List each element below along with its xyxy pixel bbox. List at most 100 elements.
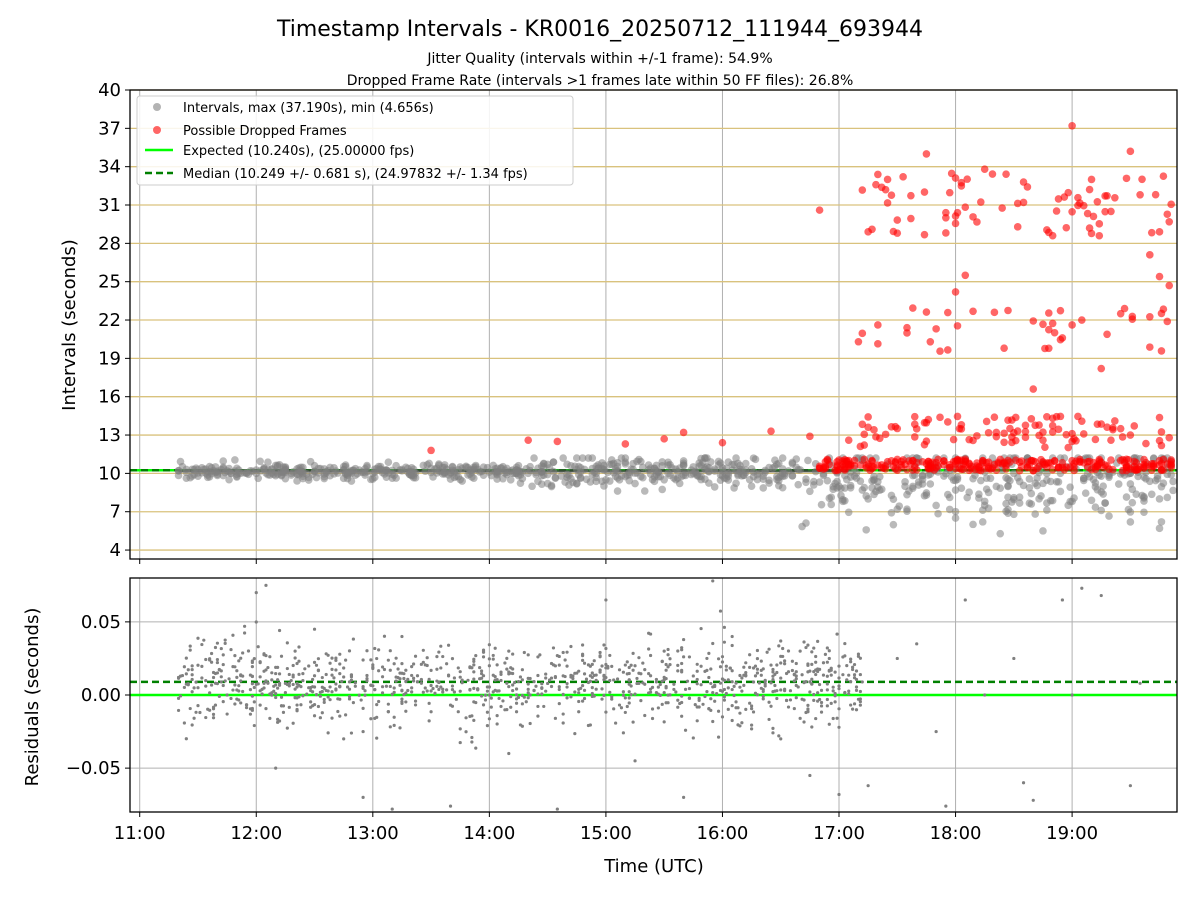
residual-point	[915, 642, 919, 646]
residual-point	[250, 674, 254, 678]
residual-point	[849, 660, 853, 664]
residual-point	[816, 691, 820, 695]
residual-point	[377, 699, 381, 704]
residual-point	[1012, 656, 1016, 661]
residual-point	[184, 682, 188, 686]
residual-point	[505, 667, 509, 671]
residual-point	[604, 662, 608, 667]
residual-point	[338, 671, 342, 676]
residual-point	[188, 644, 192, 648]
residual-point	[827, 722, 831, 726]
residual-point	[722, 698, 727, 702]
residual-point	[557, 654, 561, 659]
interval-point	[992, 482, 1001, 491]
residual-point	[299, 685, 303, 689]
residual-point	[790, 659, 794, 663]
dropped-frame-point	[926, 337, 935, 346]
interval-point	[1043, 506, 1051, 514]
interval-point	[534, 477, 542, 486]
dropped-frame-point	[961, 271, 970, 280]
residual-point	[641, 681, 645, 685]
interval-point	[1025, 475, 1034, 483]
residual-point	[695, 669, 699, 673]
residual-point	[511, 683, 515, 687]
residual-point	[516, 695, 521, 700]
residual-point	[223, 638, 227, 642]
residual-point	[524, 700, 528, 704]
residual-point	[691, 736, 695, 740]
residual-point	[347, 694, 352, 699]
residual-point	[425, 689, 429, 693]
interval-point	[557, 472, 566, 480]
residual-point	[377, 669, 381, 673]
interval-point	[320, 474, 329, 483]
residual-point	[514, 693, 519, 697]
interval-point	[514, 461, 523, 470]
bottom-x-tick-label: 18:00	[930, 823, 982, 844]
residual-point	[656, 685, 660, 689]
residual-point	[388, 725, 392, 729]
residual-point	[643, 713, 647, 718]
residual-point	[196, 636, 200, 640]
residual-point	[1070, 693, 1074, 697]
interval-point	[846, 473, 855, 481]
interval-point	[852, 469, 861, 477]
residual-point	[666, 653, 670, 657]
interval-point	[528, 482, 536, 491]
dropped-frame-point	[984, 428, 993, 437]
residual-point	[316, 668, 321, 672]
interval-point	[660, 475, 668, 484]
residual-point	[277, 628, 282, 633]
dropped-frame-point	[1124, 455, 1133, 464]
residual-point	[474, 746, 478, 750]
residual-point	[252, 657, 256, 661]
dropped-frame-point	[940, 461, 948, 469]
residual-point	[647, 631, 651, 635]
residual-point	[532, 679, 536, 684]
residual-point	[274, 766, 278, 770]
residual-point	[711, 719, 715, 724]
residual-point	[491, 653, 495, 658]
residual-point	[557, 702, 561, 706]
interval-point	[516, 479, 525, 487]
dropped-frame-point	[910, 433, 919, 441]
chart-title: Timestamp Intervals - KR0016_20250712_11…	[276, 17, 923, 42]
residual-point	[767, 717, 771, 722]
interval-point	[741, 459, 750, 468]
residual-point	[895, 656, 899, 661]
residual-point	[404, 709, 408, 713]
residual-point	[314, 663, 319, 667]
residual-point	[825, 660, 829, 664]
dropped-frame-point	[1068, 321, 1076, 329]
residual-point	[419, 662, 423, 666]
residual-point	[837, 676, 841, 680]
legend: Intervals, max (37.190s), min (4.656s) P…	[136, 95, 574, 186]
interval-point	[543, 470, 552, 479]
residual-point	[718, 681, 723, 685]
residual-point	[301, 671, 305, 676]
residual-point	[561, 721, 565, 725]
residual-point	[239, 673, 243, 677]
residual-point	[612, 678, 616, 682]
residual-point	[619, 706, 624, 710]
residual-point	[792, 679, 796, 683]
residual-point	[627, 690, 631, 694]
interval-point	[1126, 518, 1135, 526]
interval-point	[617, 472, 626, 480]
residual-point	[707, 651, 711, 656]
dropped-frame-point	[1165, 281, 1174, 290]
dropped-frame-point	[924, 415, 933, 424]
interval-point	[664, 461, 672, 469]
residual-point	[761, 694, 765, 698]
dropped-frame-point	[990, 413, 999, 422]
residual-point	[176, 708, 181, 713]
residual-point	[781, 646, 785, 651]
residual-point	[683, 687, 688, 691]
residual-point	[547, 678, 552, 682]
residual-point	[711, 641, 715, 646]
residual-point	[485, 689, 490, 693]
residual-point	[623, 663, 627, 667]
interval-point	[1010, 510, 1018, 519]
residual-point	[437, 650, 441, 654]
residual-point	[779, 661, 783, 665]
